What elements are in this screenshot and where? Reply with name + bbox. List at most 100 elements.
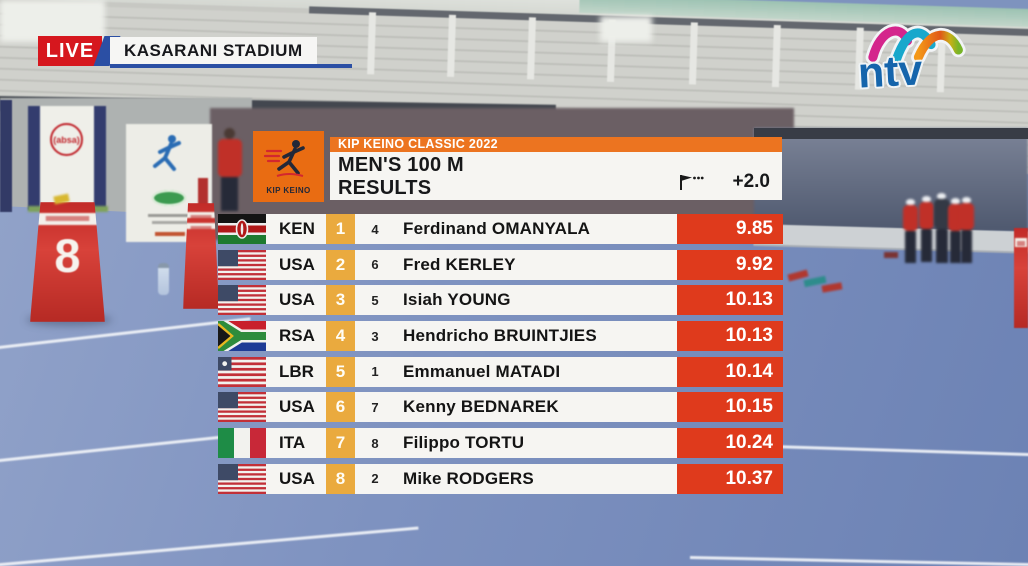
athlete-name: Ferdinand OMANYALA xyxy=(403,219,591,238)
stand-rail xyxy=(754,128,1028,139)
badge-underline xyxy=(110,64,352,68)
rank-badge: 3 xyxy=(326,285,355,316)
location-badge: KASARANI STADIUM xyxy=(110,37,317,64)
country-code: USA xyxy=(279,254,315,274)
result-time: 10.14 xyxy=(677,356,783,387)
result-time: 10.15 xyxy=(677,392,783,423)
result-row: KEN 1 4 Ferdinand OMANYALA 9.85 xyxy=(218,214,783,244)
result-time: 9.85 xyxy=(677,214,783,244)
board-text-line xyxy=(152,221,188,224)
row-body: USA 3 5 Isiah YOUNG xyxy=(266,285,677,316)
lane-number: 2 xyxy=(371,471,379,487)
country-flag xyxy=(218,249,266,280)
live-badge: LIVE xyxy=(38,36,102,66)
country-code: LBR xyxy=(279,361,314,381)
event-header: MEN'S 100 M RESULTS +2.0 xyxy=(330,152,782,200)
athlete-name: Hendricho BRUINTJIES xyxy=(403,326,597,346)
country-flag xyxy=(218,392,266,423)
country-flag xyxy=(218,214,266,244)
marker-sponsor-band xyxy=(1015,238,1027,247)
row-body: USA 6 7 Kenny BEDNAREK xyxy=(266,392,677,423)
lane-marker-right xyxy=(1014,228,1028,328)
person-standing xyxy=(214,128,248,214)
result-time: 10.13 xyxy=(677,285,783,316)
country-flag xyxy=(218,428,266,459)
marker-sponsor-band xyxy=(185,212,217,218)
result-time: 10.24 xyxy=(677,428,783,459)
sponsor-logo xyxy=(152,190,186,206)
water-bottle xyxy=(158,263,169,295)
row-body: LBR 5 1 Emmanuel MATADI xyxy=(266,356,677,387)
lane-number: 3 xyxy=(371,328,379,344)
result-row: USA 6 7 Kenny BEDNAREK 10.15 xyxy=(218,392,783,423)
lane-number: 7 xyxy=(371,399,379,415)
wind-reading: +2.0 xyxy=(732,171,770,192)
ntv-swoosh-icon xyxy=(865,23,966,67)
row-body: ITA 7 8 Filippo TORTU xyxy=(266,428,677,459)
marker-sponsor-band xyxy=(185,223,217,229)
marker-number: 8 xyxy=(54,229,81,282)
runner-logo-blue xyxy=(153,135,181,171)
result-time: 10.13 xyxy=(677,321,783,352)
country-flag xyxy=(218,356,266,387)
rank-badge: 5 xyxy=(326,356,355,387)
lane-number: 6 xyxy=(371,257,379,273)
lane-number: 8 xyxy=(371,435,379,451)
board-text-line xyxy=(155,232,185,236)
result-row: USA 3 5 Isiah YOUNG 10.13 xyxy=(218,285,783,316)
kipkeino-logo-box: KIP KEINO xyxy=(253,131,324,202)
athlete-name: Mike RODGERS xyxy=(403,468,534,488)
lane-number: 1 xyxy=(371,364,379,380)
country-flag xyxy=(218,285,266,316)
country-code: ITA xyxy=(279,433,306,453)
wind-flag-icon xyxy=(680,175,704,190)
rank-badge: 2 xyxy=(326,249,355,280)
row-body: RSA 4 3 Hendricho BRUINTJIES xyxy=(266,321,677,352)
row-body: KEN 1 4 Ferdinand OMANYALA xyxy=(266,214,677,244)
board-text-line xyxy=(148,214,192,217)
athlete-name: Kenny BEDNAREK xyxy=(403,397,559,417)
ntv-channel-logo: ntv xyxy=(852,10,992,105)
absa-ad-board: (absa) xyxy=(28,106,106,210)
board-stripe xyxy=(94,106,106,210)
result-row: RSA 4 3 Hendricho BRUINTJIES 10.13 xyxy=(218,321,783,352)
result-row: LBR 5 1 Emmanuel MATADI 10.14 xyxy=(218,356,783,387)
result-row: ITA 7 8 Filippo TORTU 10.24 xyxy=(218,428,783,459)
country-code: KEN xyxy=(279,219,315,238)
row-body: USA 8 2 Mike RODGERS xyxy=(266,463,677,494)
result-time: 10.37 xyxy=(677,463,783,494)
country-code: RSA xyxy=(279,326,315,346)
event-line1: MEN'S 100 M xyxy=(338,154,464,176)
rank-badge: 7 xyxy=(326,428,355,459)
board-stripe xyxy=(28,106,40,210)
event-line2: RESULTS xyxy=(338,177,432,199)
starting-block xyxy=(884,252,898,258)
lane-marker-partial xyxy=(183,203,219,309)
runner-icon xyxy=(263,140,305,177)
athlete-name: Filippo TORTU xyxy=(403,433,525,453)
athlete-name: Isiah YOUNG xyxy=(403,290,511,310)
athlete-name: Emmanuel MATADI xyxy=(403,361,561,381)
results-rows: KEN 1 4 Ferdinand OMANYALA 9.85 USA 2 6 … xyxy=(218,214,783,500)
rank-badge: 4 xyxy=(326,321,355,352)
sky-patch xyxy=(0,0,105,42)
lane-number: 5 xyxy=(371,292,379,308)
right-stand-crowd xyxy=(754,128,1028,232)
lane-marker-8: 8 xyxy=(30,202,105,322)
athlete-name: Fred KERLEY xyxy=(403,254,516,274)
row-body: USA 2 6 Fred KERLEY xyxy=(266,249,677,280)
rank-badge: 1 xyxy=(326,214,355,244)
lane-number: 4 xyxy=(371,221,379,237)
ad-board-edge xyxy=(0,100,12,212)
country-code: USA xyxy=(279,468,315,488)
competition-title-bar: KIP KEINO CLASSIC 2022 xyxy=(330,137,782,152)
country-code: USA xyxy=(279,290,315,310)
result-time: 9.92 xyxy=(677,249,783,280)
marker-sponsor-band xyxy=(36,213,99,225)
rank-badge: 8 xyxy=(326,463,355,494)
logo-caption: KIP KEINO xyxy=(266,186,311,195)
result-row: USA 8 2 Mike RODGERS 10.37 xyxy=(218,463,783,494)
country-flag xyxy=(218,463,266,494)
event-name: MEN'S 100 M RESULTS xyxy=(338,154,464,200)
